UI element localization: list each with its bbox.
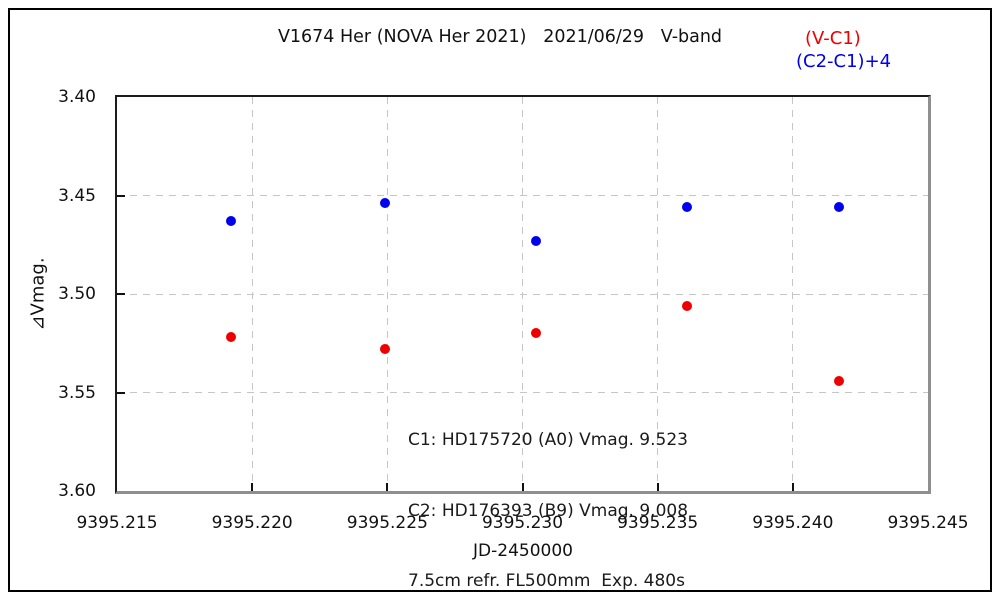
data-point-red bbox=[682, 300, 693, 311]
x-tick-label: 9395.240 bbox=[752, 513, 834, 533]
data-point-blue bbox=[531, 235, 542, 246]
data-point-blue bbox=[833, 202, 844, 213]
data-point-red bbox=[531, 328, 542, 339]
y-tick-label: 3.50 bbox=[58, 284, 96, 304]
x-tick-label: 9395.220 bbox=[211, 513, 293, 533]
legend-label-c2-c1-plus4: (C2-C1)+4 bbox=[796, 51, 892, 72]
data-point-blue bbox=[682, 202, 693, 213]
x-tick-label: 9395.215 bbox=[76, 513, 158, 533]
y-tick-label: 3.40 bbox=[58, 87, 96, 107]
y-gridline bbox=[117, 293, 928, 295]
y-tick-label: 3.55 bbox=[58, 382, 96, 403]
y-tick-label: 3.45 bbox=[58, 185, 96, 206]
y-tick-mark bbox=[117, 391, 125, 394]
legend-label-v-c1: (V-C1) bbox=[805, 28, 861, 49]
annotation-line-c2: C2: HD176393 (B9) Vmag. 9.008 bbox=[408, 500, 689, 521]
data-point-red bbox=[379, 344, 390, 355]
y-gridline bbox=[117, 392, 928, 393]
x-tick-mark bbox=[521, 483, 524, 491]
plot-area: C1: HD175720 (A0) Vmag. 9.523 C2: HD1763… bbox=[115, 95, 931, 591]
y-tick-label: 3.60 bbox=[58, 481, 96, 501]
x-tick-label: 9395.245 bbox=[887, 513, 969, 533]
data-point-red bbox=[833, 375, 844, 386]
x-tick-label: 9395.235 bbox=[617, 513, 699, 533]
y-gridline bbox=[117, 195, 928, 196]
data-point-blue bbox=[379, 198, 390, 209]
annotation-line-c1: C1: HD175720 (A0) Vmag. 9.523 bbox=[408, 430, 688, 450]
x-tick-mark bbox=[656, 483, 659, 491]
x-axis-title: JD-2450000 bbox=[473, 541, 573, 561]
x-tick-mark bbox=[251, 483, 254, 491]
y-tick-mark bbox=[117, 194, 125, 197]
x-tick-mark bbox=[791, 483, 794, 491]
annotation-block: C1: HD175720 (A0) Vmag. 9.523 C2: HD1763… bbox=[408, 382, 688, 600]
data-point-red bbox=[225, 332, 236, 343]
x-tick-label: 9395.230 bbox=[481, 513, 564, 533]
y-tick-mark bbox=[117, 293, 125, 295]
annotation-line-telescope: 7.5cm refr. FL500mm Exp. 480s bbox=[408, 571, 685, 591]
x-tick-label: 9395.225 bbox=[346, 513, 428, 533]
chart-title: V1674 Her (NOVA Her 2021) 2021/06/29 V-b… bbox=[277, 27, 723, 47]
x-tick-mark bbox=[386, 483, 389, 491]
data-point-blue bbox=[225, 216, 236, 227]
